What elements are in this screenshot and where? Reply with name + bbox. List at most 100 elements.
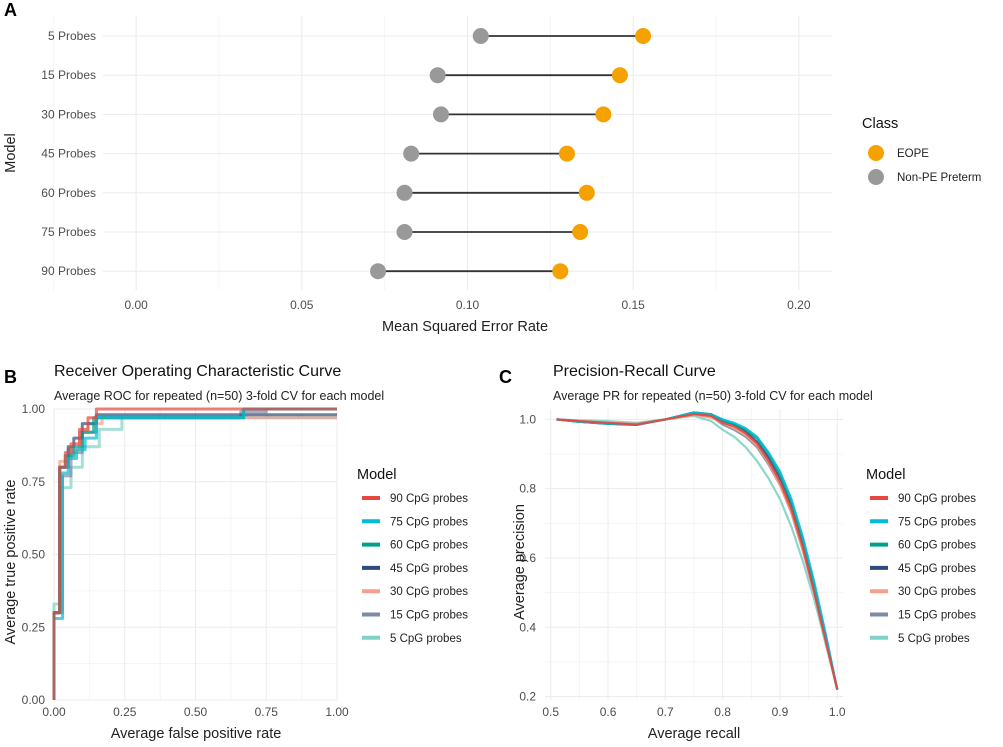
y-tick-label: 0.00 xyxy=(22,693,46,707)
legend-label-45-cpg-probes: 45 CpG probes xyxy=(390,563,468,575)
curve-30-cpg-probes xyxy=(556,413,839,690)
x-tick-label: 0.50 xyxy=(184,705,208,719)
a-y-tick-label: 15 Probes xyxy=(41,68,96,82)
legend-label-60-cpg-probes: 60 CpG probes xyxy=(898,540,976,552)
x-tick-label: 0.00 xyxy=(42,705,66,719)
point-nonpe-15-probes xyxy=(429,67,446,84)
legend-eope-swatch xyxy=(868,145,884,161)
panel-c-letter: C xyxy=(499,367,512,387)
a-x-tick-label: 0.15 xyxy=(622,298,646,312)
panel-c-subtitle: Average PR for repeated (n=50) 3-fold CV… xyxy=(553,389,873,403)
a-y-tick-label: 90 Probes xyxy=(41,264,96,278)
a-y-tick-label: 30 Probes xyxy=(41,107,96,121)
y-tick-label: 1.0 xyxy=(519,412,536,426)
a-x-tick-label: 0.00 xyxy=(124,298,148,312)
a-x-tick-label: 0.20 xyxy=(787,298,811,312)
curve-90-cpg-probes xyxy=(52,407,337,700)
panel-a-marks xyxy=(370,28,652,280)
panel-a-x-axis-title: Mean Squared Error Rate xyxy=(382,319,548,335)
panel-a-legend-title: Class xyxy=(862,116,898,132)
panel-c-ticks: 0.5 0.6 0.7 0.8 0.9 1.0 0.2 0.4 0.6 0.8 1.0 xyxy=(519,412,846,719)
panel-b-grid xyxy=(53,408,338,701)
point-eope-75-probes xyxy=(572,224,589,240)
legend-label-30-cpg-probes: 30 CpG probes xyxy=(898,586,976,598)
panel-b-x-axis-title: Average false positive rate xyxy=(111,726,282,742)
curve-5-cpg-probes xyxy=(556,414,839,690)
curve-90-cpg-probes xyxy=(556,413,839,690)
panel-a: A 0.00 0.05 0.10 0.15 0.20 5 Probes 15 Probes 3… xyxy=(3,0,981,335)
point-eope-45-probes xyxy=(558,145,575,162)
legend-label-15-cpg-probes: 15 CpG probes xyxy=(390,610,468,622)
legend-label-75-cpg-probes: 75 CpG probes xyxy=(898,516,976,528)
legend-label-15-cpg-probes: 15 CpG probes xyxy=(898,610,976,622)
panel-b: B Receiver Operating Characteristic Curv… xyxy=(3,363,468,742)
a-y-tick-label: 45 Probes xyxy=(41,147,96,161)
panel-c-x-axis-title: Average recall xyxy=(648,726,740,742)
panel-b-letter: B xyxy=(4,367,17,387)
legend-eope-label: EOPE xyxy=(897,148,929,160)
a-y-tick-label: 60 Probes xyxy=(41,186,96,200)
x-tick-label: 0.5 xyxy=(542,705,559,719)
legend-label-90-cpg-probes: 90 CpG probes xyxy=(390,493,468,505)
x-tick-label: 1.0 xyxy=(829,705,846,719)
point-nonpe-5-probes xyxy=(472,28,489,44)
point-nonpe-30-probes xyxy=(432,106,449,123)
y-tick-label: 0.2 xyxy=(519,690,536,704)
point-nonpe-45-probes xyxy=(403,145,420,162)
panel-c-legend: Model 90 CpG probes 75 CpG probes 60 CpG p… xyxy=(866,467,976,645)
y-tick-label: 0.6 xyxy=(519,551,536,565)
point-eope-5-probes xyxy=(635,28,652,44)
panel-a-ticks: 0.00 0.05 0.10 0.15 0.20 5 Probes 15 Probes 30 … xyxy=(41,29,811,312)
x-tick-label: 0.75 xyxy=(255,705,279,719)
point-nonpe-90-probes xyxy=(370,263,387,280)
panel-b-legend-title: Model xyxy=(357,467,397,483)
panel-c-title: Precision-Recall Curve xyxy=(553,363,716,380)
point-eope-15-probes xyxy=(611,67,628,84)
x-tick-label: 0.25 xyxy=(113,705,137,719)
legend-label-60-cpg-probes: 60 CpG probes xyxy=(390,540,468,552)
point-eope-60-probes xyxy=(578,184,595,201)
point-eope-30-probes xyxy=(595,106,612,123)
y-tick-label: 0.4 xyxy=(519,620,536,634)
panel-b-y-axis-title: Average true positive rate xyxy=(3,480,19,645)
panel-c-legend-title: Model xyxy=(866,467,906,483)
point-nonpe-75-probes xyxy=(396,224,413,240)
panel-b-title: Receiver Operating Characteristic Curve xyxy=(54,363,341,380)
a-y-tick-label: 5 Probes xyxy=(48,29,96,43)
panel-a-letter: A xyxy=(4,0,17,20)
legend-label-5-cpg-probes: 5 CpG probes xyxy=(390,633,462,645)
panel-b-legend: Model 90 CpG probes 75 CpG probes 60 CpG p… xyxy=(357,467,468,645)
x-tick-label: 0.9 xyxy=(772,705,789,719)
curve-75-cpg-probes xyxy=(52,407,337,700)
curve-15-cpg-probes xyxy=(556,413,839,690)
a-x-tick-label: 0.10 xyxy=(456,298,480,312)
panel-c-grid xyxy=(545,409,843,700)
panel-b-subtitle: Average ROC for repeated (n=50) 3-fold C… xyxy=(54,389,384,403)
x-tick-label: 0.8 xyxy=(714,705,731,719)
legend-nonpe-swatch xyxy=(868,169,884,185)
x-tick-label: 0.6 xyxy=(600,705,617,719)
point-nonpe-60-probes xyxy=(396,184,413,201)
x-tick-label: 0.7 xyxy=(657,705,674,719)
panel-c: C Precision-Recall Curve Average PR for … xyxy=(499,363,976,742)
legend-label-5-cpg-probes: 5 CpG probes xyxy=(898,633,970,645)
point-eope-90-probes xyxy=(552,263,569,280)
legend-label-45-cpg-probes: 45 CpG probes xyxy=(898,563,976,575)
panel-c-marks xyxy=(556,411,839,690)
x-tick-label: 1.00 xyxy=(325,705,349,719)
y-tick-label: 1.00 xyxy=(22,402,46,416)
panel-b-ticks: 0.00 0.25 0.50 0.75 1.00 0.00 0.25 0.50 0.75 1.00 xyxy=(22,402,349,719)
legend-label-75-cpg-probes: 75 CpG probes xyxy=(390,516,468,528)
legend-label-90-cpg-probes: 90 CpG probes xyxy=(898,493,976,505)
panel-a-legend: Class EOPE Non-PE Preterm xyxy=(862,116,981,185)
y-tick-label: 0.75 xyxy=(22,475,46,489)
y-tick-label: 0.50 xyxy=(22,548,46,562)
a-y-tick-label: 75 Probes xyxy=(41,225,96,239)
a-x-tick-label: 0.05 xyxy=(290,298,314,312)
panel-a-y-axis-title: Model xyxy=(3,133,19,173)
y-tick-label: 0.25 xyxy=(22,620,46,634)
y-tick-label: 0.8 xyxy=(519,482,536,496)
panel-c-y-axis-title: Average precision xyxy=(512,504,528,620)
legend-label-30-cpg-probes: 30 CpG probes xyxy=(390,586,468,598)
